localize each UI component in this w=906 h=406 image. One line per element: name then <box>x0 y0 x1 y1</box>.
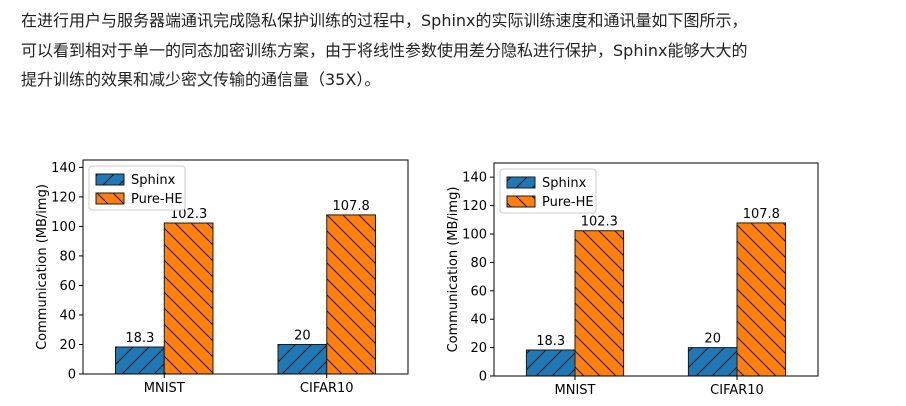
sphinx-value-label: 18.3 <box>125 331 154 346</box>
sphinx-bar <box>277 343 328 375</box>
y-tick-label: 120 <box>51 190 76 205</box>
y-tick-label: 20 <box>470 341 487 356</box>
x-tick-label: CIFAR10 <box>300 381 354 396</box>
sphinx-value-label: 20 <box>294 328 311 343</box>
x-tick-label: MNIST <box>144 381 185 396</box>
pure-he-value-label: 102.3 <box>581 215 618 230</box>
y-tick-label: 60 <box>59 279 76 294</box>
y-tick-label: 140 <box>462 171 487 186</box>
paragraph-line-2: 可以看到相对于单一的同态加密训练方案，由于将线性参数使用差分隐私进行保护，Sph… <box>21 40 748 60</box>
y-tick-label: 80 <box>59 249 76 264</box>
pure-he-bar <box>736 222 787 377</box>
pure-he-value-label: 102.3 <box>170 207 207 222</box>
plot-frame <box>493 162 819 377</box>
x-tick-label: CIFAR10 <box>710 383 764 398</box>
y-axis-title: Communication (MB/img) <box>446 187 461 353</box>
sphinx-legend-label: Sphinx <box>131 173 176 188</box>
y-tick-label: 140 <box>51 161 76 176</box>
y-axis-title: Communication (MB/img) <box>35 184 50 350</box>
plot-frame <box>82 159 409 375</box>
pure-he-bar <box>326 214 376 375</box>
sphinx-legend-swatch <box>95 173 125 186</box>
sphinx-value-label: 18.3 <box>536 334 565 349</box>
sphinx-legend-swatch <box>506 176 536 189</box>
sphinx-value-label: 20 <box>704 332 721 347</box>
paragraph-line-1: 在进行用户与服务器端通讯完成隐私保护训练的过程中，Sphinx的实际训练速度和通… <box>21 11 748 30</box>
y-tick-label: 0 <box>68 368 76 383</box>
pure-he-legend-label: Pure-HE <box>131 192 183 207</box>
paragraph-line-3: 提升训练的效果和减少密文传输的通信量（35X）。 <box>21 70 381 89</box>
y-tick-label: 60 <box>470 284 487 299</box>
sphinx-bar <box>687 347 738 377</box>
y-tick-label: 0 <box>479 370 487 385</box>
y-tick-label: 20 <box>59 338 76 353</box>
y-tick-label: 120 <box>462 199 487 214</box>
y-tick-label: 40 <box>59 308 76 323</box>
sphinx-legend-label: Sphinx <box>542 176 587 191</box>
sphinx-bar <box>525 349 576 377</box>
y-tick-label: 100 <box>462 228 487 243</box>
article-paragraph: 在进行用户与服务器端通讯完成隐私保护训练的过程中，Sphinx的实际训练速度和通… <box>21 6 901 95</box>
pure-he-legend-swatch <box>95 192 125 205</box>
pure-he-value-label: 107.8 <box>333 199 370 214</box>
pure-he-bar <box>574 230 625 377</box>
pure-he-bar <box>163 222 214 375</box>
y-tick-label: 80 <box>470 256 487 271</box>
sphinx-bar <box>115 346 165 375</box>
pure-he-legend-label: Pure-HE <box>542 195 594 210</box>
y-tick-label: 40 <box>470 313 487 328</box>
x-tick-label: MNIST <box>555 383 596 398</box>
pure-he-value-label: 107.8 <box>743 207 780 222</box>
y-tick-label: 100 <box>51 220 76 235</box>
pure-he-legend-swatch <box>506 195 536 208</box>
